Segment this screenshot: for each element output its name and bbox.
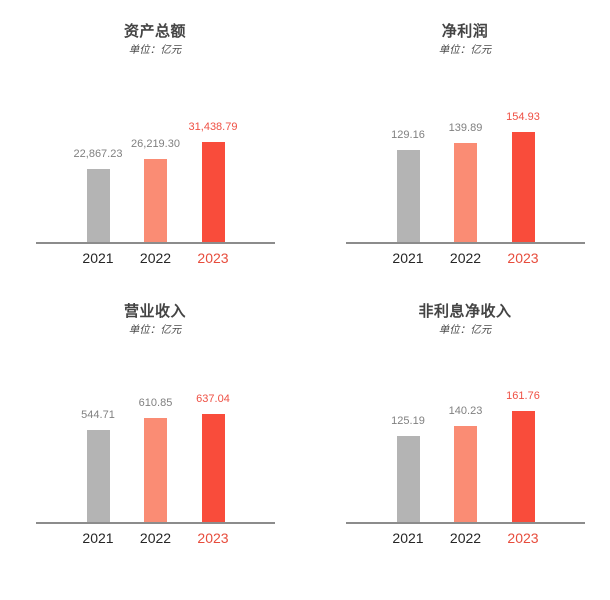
bar-value-label-2023: 154.93 (506, 111, 540, 123)
x-tick-label-2022: 2022 (449, 250, 482, 266)
bar-2022 (454, 426, 477, 522)
chart-net-profit: 净利润 单位：亿元 129.16 2021 139.89 2022 154.93 2023 (330, 20, 600, 280)
chart-total-assets: 资产总额 单位：亿元 22,867.23 2021 26,219.30 2022 31,… (20, 20, 290, 280)
chart-plot-area: 125.19 2021 140.23 2022 161.76 2023 (346, 300, 585, 546)
bar-value-label-2023: 161.76 (506, 390, 540, 402)
bar-value-label-2021: 129.16 (391, 129, 425, 141)
chart-unit-label: 单位：亿元 (128, 324, 182, 336)
chart-title: 非利息净收入 (418, 302, 512, 320)
chart-title: 净利润 (441, 22, 489, 40)
x-tick-label-2021: 2021 (392, 250, 424, 266)
bar-2022 (144, 159, 167, 242)
bar-2023 (511, 132, 535, 242)
bar-value-label-2023: 637.04 (196, 393, 230, 405)
chart-operating-income: 营业收入 单位：亿元 544.71 2021 610.85 2022 637.04 202… (20, 300, 290, 560)
bar-value-label-2022: 610.85 (138, 397, 173, 409)
bar-2022 (144, 418, 167, 522)
bar-value-label-2021: 125.19 (391, 415, 425, 427)
x-tick-label-2021: 2021 (82, 250, 114, 266)
x-axis-line (36, 522, 275, 524)
bar-2021 (396, 436, 420, 522)
x-tick-label-2022: 2022 (449, 530, 482, 546)
chart-plot-area: 544.71 2021 610.85 2022 637.04 2023 (36, 300, 275, 546)
chart-plot-area: 22,867.23 2021 26,219.30 2022 31,438.79 2023 (36, 20, 275, 266)
x-tick-label-2022: 2022 (139, 250, 172, 266)
bar-2021 (396, 150, 420, 242)
bar-value-label-2022: 26,219.30 (131, 138, 180, 150)
x-tick-label-2022: 2022 (139, 530, 172, 546)
x-axis-line (346, 522, 585, 524)
chart-title: 营业收入 (123, 302, 186, 320)
bar-2023 (201, 142, 225, 242)
bar-value-label-2023: 31,438.79 (188, 121, 238, 133)
chart-unit-label: 单位：亿元 (128, 44, 182, 56)
x-tick-label-2023: 2023 (507, 530, 539, 546)
bar-2023 (511, 411, 535, 522)
chart-unit-label: 单位：亿元 (438, 44, 492, 56)
chart-plot-area: 129.16 2021 139.89 2022 154.93 2023 (346, 20, 585, 266)
x-tick-label-2021: 2021 (82, 530, 114, 546)
bar-2021 (86, 169, 110, 242)
bar-value-label-2022: 139.89 (448, 122, 483, 134)
bar-value-label-2022: 140.23 (448, 405, 483, 417)
bar-2021 (86, 430, 110, 522)
x-tick-label-2023: 2023 (507, 250, 539, 266)
bar-value-label-2021: 544.71 (81, 409, 115, 421)
chart-title: 资产总额 (123, 22, 186, 40)
x-axis-line (36, 242, 275, 244)
chart-unit-label: 单位：亿元 (438, 324, 492, 336)
x-axis-line (346, 242, 585, 244)
x-tick-label-2023: 2023 (197, 530, 229, 546)
bar-2022 (454, 143, 477, 242)
bar-value-label-2021: 22,867.23 (73, 148, 123, 160)
x-tick-label-2023: 2023 (197, 250, 229, 266)
bar-2023 (201, 414, 225, 522)
chart-non-interest-income: 非利息净收入 单位：亿元 125.19 2021 140.23 2022 161.76 2… (330, 300, 600, 560)
x-tick-label-2021: 2021 (392, 530, 424, 546)
